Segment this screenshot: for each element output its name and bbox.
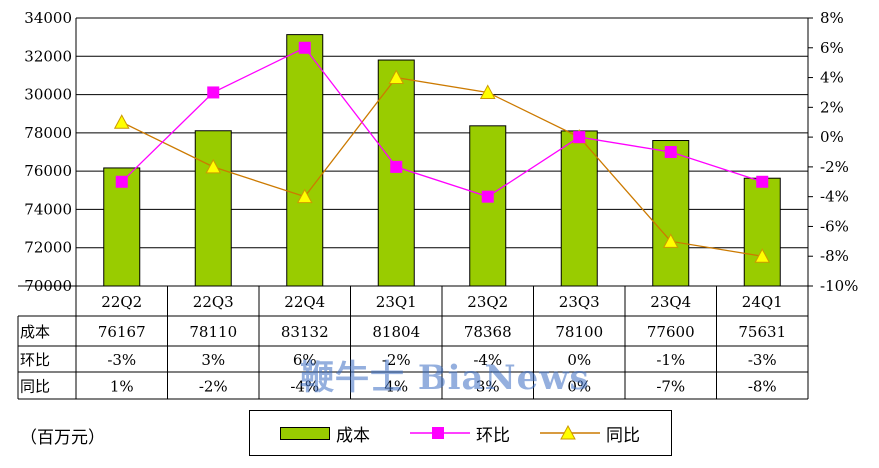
- bar: [286, 34, 324, 287]
- right-tick-label: -2%: [820, 158, 849, 176]
- table-cell: 4%: [384, 378, 408, 396]
- x-tick-label: 22Q2: [101, 293, 142, 311]
- right-tick-label: -6%: [820, 217, 849, 235]
- point: [479, 84, 496, 99]
- table-cell: -4%: [473, 351, 502, 369]
- x-tick-label: 22Q4: [284, 293, 325, 311]
- right-tick-label: -10%: [820, 277, 858, 295]
- legend-label-cost: 成本: [336, 425, 370, 446]
- point: [573, 131, 586, 144]
- table-cell: -3%: [748, 351, 777, 369]
- x-tick-label: 23Q3: [559, 293, 600, 311]
- right-tick-label: 4%: [820, 69, 844, 87]
- table-cell: 81804: [372, 323, 420, 341]
- left-tick-label: 34000: [24, 9, 72, 27]
- point: [390, 160, 403, 173]
- bar: [469, 125, 507, 287]
- table-cell: -4%: [290, 378, 319, 396]
- x-tick-label: 23Q2: [467, 293, 508, 311]
- legend: 成本 环比 同比: [249, 410, 672, 456]
- table-cell: -3%: [107, 351, 136, 369]
- table-row-label: 同比: [20, 378, 50, 396]
- table-cell: 0%: [567, 378, 591, 396]
- legend-square-marker: [410, 427, 470, 439]
- table-cell: 77600: [647, 323, 695, 341]
- legend-item-cost: 成本: [280, 422, 370, 446]
- table-cell: 3%: [201, 351, 225, 369]
- table-cell: -7%: [656, 378, 685, 396]
- legend-bar-swatch: [280, 426, 330, 440]
- table-cell: 78110: [189, 323, 237, 341]
- x-tick-label: 23Q1: [376, 293, 417, 311]
- bar: [652, 140, 690, 287]
- table-cell: 83132: [281, 323, 329, 341]
- left-tick-label: 74000: [24, 200, 72, 218]
- left-tick-label: 30000: [24, 86, 72, 104]
- series-line: [121, 76, 763, 257]
- left-tick-label: 72000: [24, 239, 72, 257]
- point: [756, 175, 769, 188]
- left-tick-label: 78000: [24, 124, 72, 142]
- table-cell: -8%: [748, 378, 777, 396]
- bar: [377, 59, 415, 287]
- table-cell: 76167: [98, 323, 146, 341]
- table-cell: 78100: [555, 323, 603, 341]
- right-tick-label: 2%: [820, 98, 844, 116]
- x-tick-label: 22Q3: [193, 293, 234, 311]
- table-cell: -1%: [656, 351, 685, 369]
- unit-label: （百万元）: [20, 428, 105, 448]
- right-tick-label: 0%: [820, 128, 844, 146]
- right-tick-label: 8%: [820, 9, 844, 27]
- legend-item-yoy: 同比: [540, 422, 640, 446]
- bar: [194, 130, 232, 287]
- point: [481, 190, 494, 203]
- left-tick-label: 76000: [24, 162, 72, 180]
- table-row-label: 环比: [20, 351, 50, 369]
- bar: [560, 130, 598, 287]
- point: [207, 86, 220, 99]
- legend-label-yoy: 同比: [606, 425, 640, 446]
- x-tick-label: 23Q4: [650, 293, 691, 311]
- table-cell: 1%: [110, 378, 134, 396]
- right-tick-label: -8%: [820, 247, 849, 265]
- table-cell: -2%: [199, 378, 228, 396]
- watermark: 鞭牛士 BiaNews: [300, 358, 590, 398]
- point: [664, 146, 677, 158]
- table-cell: 78368: [464, 323, 512, 341]
- right-tick-label: -4%: [820, 188, 849, 206]
- legend-item-qoq: 环比: [410, 422, 510, 446]
- point: [113, 114, 130, 129]
- bar: [743, 177, 781, 287]
- point: [388, 69, 405, 85]
- legend-label-qoq: 环比: [476, 425, 510, 446]
- legend-triangle-marker: [540, 425, 600, 440]
- table-row-label: 成本: [20, 323, 50, 341]
- series-line: [121, 46, 763, 198]
- table-cell: 0%: [567, 351, 591, 369]
- x-tick-label: 24Q1: [742, 293, 783, 311]
- point: [298, 41, 311, 54]
- left-tick-label: 32000: [24, 47, 72, 65]
- table-cell: 75631: [738, 323, 786, 341]
- point: [205, 158, 222, 174]
- point: [115, 175, 128, 188]
- right-tick-label: 6%: [820, 39, 844, 57]
- table-cell: 3%: [476, 378, 500, 396]
- point: [754, 248, 771, 263]
- table-cell: 6%: [293, 351, 317, 369]
- point: [662, 233, 679, 248]
- point: [296, 188, 313, 204]
- table-cell: -2%: [382, 351, 411, 369]
